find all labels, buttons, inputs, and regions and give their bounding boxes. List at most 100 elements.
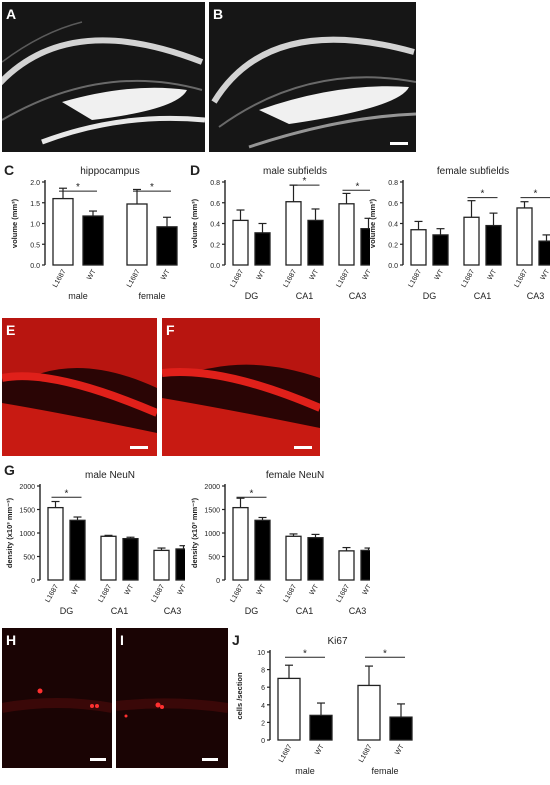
bar-l1687 [357, 684, 381, 741]
scale-bar-b [390, 142, 408, 145]
y-tick-label: 500 [208, 555, 220, 562]
chart-title: female NeuN [266, 470, 324, 481]
y-tick-label: 2 [261, 720, 265, 727]
bar-l1687 [100, 535, 117, 581]
y-tick-label: 1000 [204, 531, 220, 538]
bar-label: WT [362, 268, 370, 282]
bar-label: L1687 [358, 743, 374, 763]
bar-label: WT [160, 268, 172, 282]
bar-label: L1687 [126, 268, 142, 288]
bar-label: WT [540, 268, 550, 282]
y-tick-label: 1.0 [30, 222, 40, 229]
scale-bar-e [130, 446, 148, 449]
y-tick-label: 2.0 [30, 180, 40, 187]
significance-star: * [65, 488, 69, 499]
bar-label: L1687 [513, 268, 529, 288]
chart-ki67: Ki67 0 2 4 6 8 10 cells /section L1687 WT L1687 WT m… [235, 636, 413, 776]
bar-wt [432, 234, 449, 266]
significance-star: * [481, 189, 485, 200]
bar-label: WT [309, 268, 321, 282]
y-axis-label: cells /section [235, 672, 244, 720]
significance-star: * [534, 189, 538, 200]
significance-star: * [356, 181, 360, 192]
bar-l1687 [516, 207, 533, 266]
group-label: female [371, 766, 398, 776]
bar-label: WT [434, 268, 446, 282]
chart-female-neun: female NeuN 0 500 1000 1500 2000 density (x10³… [190, 470, 370, 616]
scale-bar-i [202, 758, 218, 761]
y-tick-label: 0.8 [210, 180, 220, 187]
bar-wt [254, 232, 271, 266]
bar-l1687 [277, 677, 301, 741]
bar-label: L1687 [335, 583, 351, 603]
bar-wt [307, 537, 324, 581]
bar-wt [538, 240, 550, 266]
bar-label: L1687 [97, 583, 113, 603]
bar-label: L1687 [150, 583, 166, 603]
bar-l1687 [232, 506, 249, 581]
panel-label-i: I [120, 632, 124, 648]
nissl-image-a [2, 2, 205, 152]
group-label: male [295, 766, 315, 776]
significance-star: * [303, 176, 307, 187]
y-tick-label: 0.0 [210, 263, 220, 270]
bar-wt [360, 549, 370, 581]
y-tick-label: 2000 [204, 484, 220, 491]
bar-l1687 [410, 229, 427, 266]
bar-label: L1687 [278, 743, 294, 763]
y-tick-label: 0.8 [388, 180, 398, 187]
bar-label: WT [487, 268, 499, 282]
y-axis-label: density (x10³ mm⁻³) [190, 497, 199, 568]
y-axis-label: density (x10³ mm⁻³) [5, 497, 14, 568]
panel-label-h: H [6, 632, 17, 648]
bar-wt [82, 215, 104, 266]
group-label: DG [245, 606, 259, 616]
group-label: DG [245, 291, 259, 301]
group-label: female [138, 291, 165, 301]
bar-label: WT [86, 268, 98, 282]
y-tick-label: 0.6 [388, 201, 398, 208]
panel-label-d: D [190, 162, 201, 178]
group-label: CA1 [296, 291, 314, 301]
y-tick-label: 1500 [204, 508, 220, 515]
neun-image-e [2, 318, 157, 456]
bar-label: L1687 [229, 268, 245, 288]
bar-l1687 [153, 549, 170, 581]
bar-wt [175, 548, 185, 581]
bar-l1687 [47, 506, 64, 581]
bar-label: L1687 [335, 268, 351, 288]
y-tick-label: 0.6 [210, 201, 220, 208]
bar-label: L1687 [282, 268, 298, 288]
group-label: CA3 [349, 606, 367, 616]
panel-label-e: E [6, 322, 16, 338]
chart-female-subfields: female subfields 0.0 0.2 0.4 0.6 0.8 volume (m… [368, 166, 550, 301]
group-label: CA3 [527, 291, 545, 301]
group-label: male [68, 291, 88, 301]
bar-l1687 [126, 203, 148, 266]
bar-label: WT [394, 743, 406, 757]
bar-label: L1687 [44, 583, 60, 603]
ki67-image-h-drawing [2, 628, 112, 768]
neun-image-f [162, 318, 320, 456]
bar-l1687 [338, 203, 355, 266]
bar-label: WT [362, 583, 370, 597]
y-tick-label: 0.4 [388, 222, 398, 229]
chart-title: male subfields [263, 166, 327, 177]
bar-label: WT [256, 268, 268, 282]
group-label: CA1 [296, 606, 314, 616]
y-tick-label: 8 [261, 668, 265, 675]
bar-label: WT [177, 583, 185, 597]
significance-star: * [250, 488, 254, 499]
panel-label-a: A [6, 6, 17, 22]
panel-label-j: J [232, 632, 240, 648]
group-label: CA1 [111, 606, 129, 616]
chart-male-subfields: male subfields 0.0 0.2 0.4 0.6 0.8 volume (mm³… [190, 166, 370, 301]
panel-label-b: B [213, 6, 224, 22]
neun-image-e-drawing [2, 318, 157, 456]
chart-hippocampus: hippocampus 0.0 0.5 1.0 1.5 2.0 volume (mm³) L1… [10, 166, 178, 301]
y-tick-label: 0.4 [210, 222, 220, 229]
y-tick-label: 0.0 [30, 263, 40, 270]
bar-label: WT [124, 583, 136, 597]
y-tick-label: 0.0 [388, 263, 398, 270]
significance-star: * [76, 182, 80, 193]
